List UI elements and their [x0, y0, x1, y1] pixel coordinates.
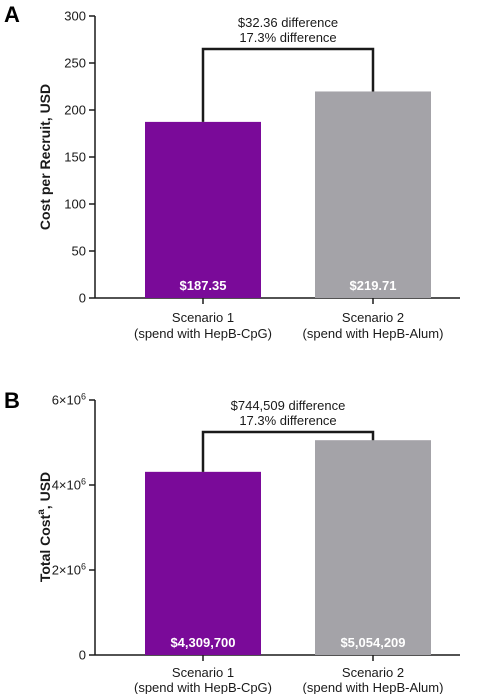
y-tick-label: 2×106: [52, 562, 86, 578]
y-axis-label: Cost per Recruit, USD: [37, 84, 53, 230]
y-tick-label: 100: [64, 197, 86, 212]
y-tick-label: 300: [64, 9, 86, 24]
difference-annotation: 17.3% difference: [239, 413, 336, 428]
category-sublabel: (spend with HepB-Alum): [303, 680, 444, 694]
bar-value-label: $4,309,700: [170, 635, 235, 650]
difference-annotation: $744,509 difference: [231, 398, 346, 413]
bar: [315, 440, 431, 655]
panel-letter: B: [4, 388, 20, 413]
y-tick-label: 0: [79, 291, 86, 306]
difference-annotation: $32.36 difference: [238, 15, 338, 30]
y-tick-label: 150: [64, 150, 86, 165]
y-tick-label: 250: [64, 56, 86, 71]
bar-value-label: $5,054,209: [340, 635, 405, 650]
y-tick-label: 0: [79, 648, 86, 663]
y-axis-label: Total Costa, USD: [36, 472, 53, 582]
difference-annotation: 17.3% difference: [239, 30, 336, 45]
panel-letter: A: [4, 2, 20, 27]
category-label: Scenario 1: [172, 310, 234, 325]
y-tick-label: 6×106: [52, 392, 86, 408]
category-label: Scenario 2: [342, 310, 404, 325]
difference-bracket: [201, 430, 375, 472]
bar: [145, 121, 261, 299]
y-tick-label: 50: [72, 244, 86, 259]
y-tick-label: 4×106: [52, 477, 86, 493]
bar-value-label: $219.71: [350, 278, 397, 293]
category-label: Scenario 1: [172, 665, 234, 680]
difference-bracket: [201, 47, 375, 122]
category-sublabel: (spend with HepB-CpG): [134, 326, 272, 341]
category-label: Scenario 2: [342, 665, 404, 680]
category-sublabel: (spend with HepB-CpG): [134, 680, 272, 694]
category-sublabel: (spend with HepB-Alum): [303, 326, 444, 341]
bar: [315, 91, 431, 299]
bar: [145, 471, 261, 655]
y-tick-label: 200: [64, 103, 86, 118]
bar-value-label: $187.35: [180, 278, 227, 293]
